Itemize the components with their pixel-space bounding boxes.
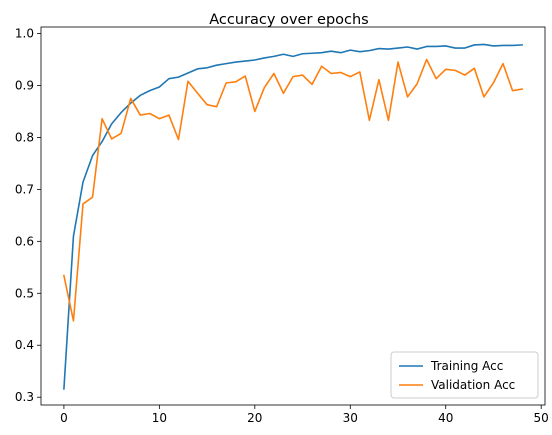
y-tick-label: 0.8 [15, 130, 34, 144]
y-tick-label: 0.9 [15, 78, 34, 92]
x-tick-label: 20 [247, 411, 262, 425]
y-axis: 0.3 0.4 0.5 0.6 0.7 0.8 0.9 1.0 [15, 26, 41, 404]
series-line-training-acc [63, 43, 523, 390]
x-tick-label: 40 [438, 411, 453, 425]
x-tick-label: 10 [152, 411, 167, 425]
legend: Training Acc Validation Acc [390, 351, 539, 399]
y-tick-label: 0.5 [15, 286, 34, 300]
y-tick-label: 0.6 [15, 234, 34, 248]
x-tick-label: 0 [60, 411, 68, 425]
chart-title: Accuracy over epochs [209, 12, 368, 28]
plot-frame [40, 26, 546, 406]
x-tick-label: 50 [534, 411, 549, 425]
y-tick-label: 0.3 [15, 390, 34, 404]
y-tick-label: 0.7 [15, 182, 34, 196]
x-tick-label: 30 [343, 411, 358, 425]
x-axis: 0 10 20 30 40 50 [60, 405, 549, 425]
series-line-validation-acc [62, 58, 524, 322]
y-tick-label: 0.4 [15, 338, 34, 352]
y-tick-label: 1.0 [15, 26, 34, 40]
legend-label: Training Acc [430, 359, 503, 373]
legend-box [390, 351, 539, 399]
legend-label: Validation Acc [431, 378, 515, 392]
series-layer [62, 43, 524, 390]
